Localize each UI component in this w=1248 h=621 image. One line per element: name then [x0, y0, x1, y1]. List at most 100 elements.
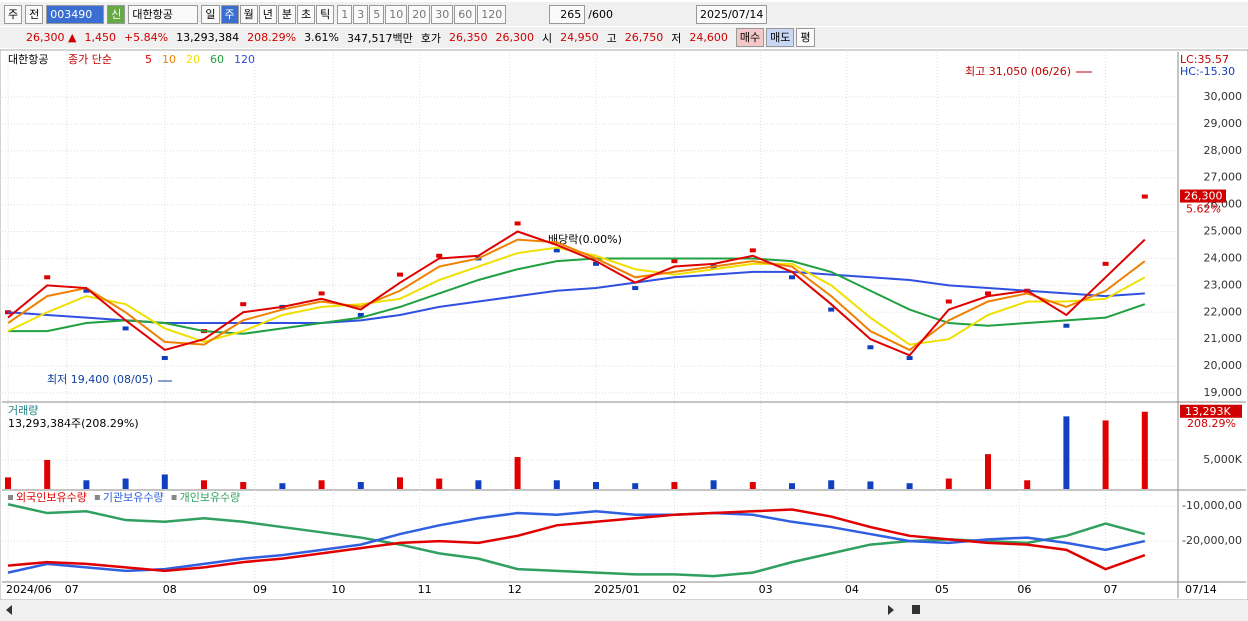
series-line: [7, 270, 1145, 325]
x-tick-label: 02: [672, 583, 686, 596]
volume-bar: [1063, 416, 1070, 489]
close-mark: [749, 248, 756, 253]
quote-bar: 26,300 ▲ 1,450 +5.84% 13,293,384 208.29%…: [0, 27, 1248, 48]
volume-bar: [397, 477, 403, 489]
code[interactable]: 003490: [46, 4, 105, 24]
volume-bar: [357, 482, 364, 489]
date[interactable]: 2025/07/14: [695, 4, 768, 24]
close-mark: [161, 356, 168, 361]
x-tick-label: 10: [331, 583, 345, 596]
legend-prefix: 종가 단순: [68, 53, 112, 66]
volume-bar: [749, 482, 756, 489]
interval-button[interactable]: 1: [337, 4, 353, 24]
x-tick-label: 03: [759, 583, 773, 596]
volume-bar: [632, 483, 639, 489]
close-mark: [240, 302, 247, 307]
scroll-right[interactable]: [888, 605, 894, 615]
volume-bar: [1102, 420, 1109, 489]
interval-button[interactable]: 10: [385, 4, 408, 24]
volume-bar: [122, 478, 129, 489]
y-tick-label: 25,000: [1204, 225, 1243, 238]
last-volume-badge: [1180, 404, 1242, 418]
close-mark: [318, 291, 325, 296]
x-tick-label: 07: [1104, 583, 1118, 596]
high-annotation: 최고 31,050 (06/26): [965, 65, 1071, 78]
prev[interactable]: 전: [25, 4, 44, 24]
volume-title: 거래량: [8, 404, 38, 417]
period-unit[interactable]: 주: [4, 4, 23, 24]
price: 26,300 ▲: [26, 31, 77, 44]
change: 1,450: [84, 31, 116, 44]
volume-bar: [945, 478, 952, 489]
buy-button[interactable]: 매수: [735, 28, 765, 47]
open: 24,950: [560, 31, 599, 44]
x-tick-label: 08: [163, 583, 177, 596]
series-line: [8, 257, 1146, 335]
volume-bar: [318, 480, 325, 489]
interval-button[interactable]: 20: [408, 4, 431, 24]
close-mark: [1102, 261, 1109, 266]
interval-button[interactable]: 30: [431, 4, 454, 24]
series-line: [7, 246, 1146, 346]
close-mark: [122, 326, 129, 331]
x-tick-label: 07: [65, 583, 79, 596]
period-button[interactable]: 년: [258, 4, 277, 24]
high: 26,750: [624, 31, 664, 44]
count[interactable]: 265: [549, 4, 586, 24]
legend-entry: 개인보유수량: [180, 491, 241, 504]
legend-entry: 20: [186, 53, 200, 66]
y-tick-label: 27,000: [1204, 171, 1243, 184]
interval-button[interactable]: 120: [477, 4, 507, 24]
period-button[interactable]: 월: [239, 4, 258, 24]
lc: LC:35.57: [1180, 53, 1229, 66]
legend-swatch: [94, 495, 100, 500]
interval-button[interactable]: 5: [369, 4, 385, 24]
count-max: /600: [588, 7, 613, 21]
low-label: 저: [671, 31, 682, 45]
series-line: [7, 510, 1146, 574]
period-button[interactable]: 주: [220, 4, 239, 24]
volume-bar: [240, 482, 247, 489]
hc: HC:-15.30: [1180, 65, 1235, 78]
badge: 신: [107, 4, 126, 24]
avg-button[interactable]: 평: [796, 28, 815, 47]
y-tick-label: 19,000: [1204, 386, 1243, 399]
last-volume: 13,293K: [1185, 405, 1231, 418]
scroll-bar[interactable]: [0, 600, 1248, 621]
open-label: 시: [542, 31, 553, 45]
period-button[interactable]: 분: [277, 4, 296, 24]
interval-button[interactable]: 60: [454, 4, 477, 24]
interval-button[interactable]: 3: [353, 4, 369, 24]
dividend-annotation: 배당락(0.00%): [548, 233, 622, 246]
legend-entry: 120: [234, 53, 255, 66]
stock-name[interactable]: 대한항공: [128, 4, 199, 24]
period-button[interactable]: 초: [297, 4, 316, 24]
stop-button[interactable]: [912, 605, 920, 614]
y-tick-label: -10,000,00: [1182, 499, 1242, 512]
x-tick-label: 05: [935, 583, 949, 596]
bid: 26,300: [495, 31, 535, 44]
close-mark: [632, 286, 639, 291]
legend-entry: 기관보유수량: [103, 491, 164, 504]
volume-bar: [985, 454, 991, 489]
legend-entry: 5: [145, 53, 152, 66]
sell-button[interactable]: 매도: [766, 28, 795, 47]
x-tick-label: 2025/01: [594, 583, 640, 596]
series-line: [7, 508, 1146, 573]
legend-entry: 10: [162, 53, 176, 66]
volume-bar: [671, 482, 678, 489]
y-tick-label: 28,000: [1204, 144, 1243, 157]
low: 24,600: [689, 31, 728, 44]
rate: +5.84%: [123, 31, 169, 44]
period-button[interactable]: 일: [201, 4, 220, 24]
scroll-left[interactable]: [6, 605, 12, 615]
volume-bar: [710, 480, 717, 489]
close-mark: [357, 312, 364, 317]
period-button[interactable]: 틱: [316, 4, 335, 24]
y-tick-label: 24,000: [1204, 251, 1243, 264]
last-date: 07/14: [1185, 583, 1217, 596]
close-mark: [1141, 194, 1148, 199]
